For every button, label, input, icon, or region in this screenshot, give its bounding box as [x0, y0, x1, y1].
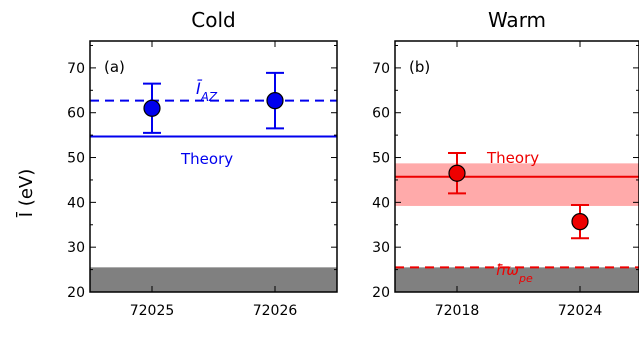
shaded-band	[90, 267, 337, 292]
y-tick-label: 50	[67, 151, 85, 167]
axes-frame	[394, 40, 639, 293]
y-tick-label: 50	[372, 151, 390, 167]
x-tick-label: 72024	[558, 303, 603, 319]
theory-uncertainty-band	[395, 163, 639, 206]
y-tick-label: 30	[372, 240, 390, 256]
label-theory: Theory	[180, 150, 233, 168]
x-tick-label: 72026	[253, 303, 298, 319]
axes-frame	[89, 40, 338, 293]
y-tick-label: 70	[372, 61, 390, 77]
shaded-band	[395, 267, 639, 292]
y-tick-label: 40	[67, 195, 85, 211]
data-point	[143, 99, 161, 117]
y-axis-label: Ī (eV)	[15, 169, 37, 217]
y-tick-label: 60	[67, 106, 85, 122]
y-tick-label: 70	[67, 61, 85, 77]
data-point	[448, 164, 466, 182]
y-tick-label: 20	[372, 285, 390, 301]
label-i-az: ĪAZ	[196, 79, 218, 104]
data-point	[571, 213, 589, 231]
panel-label: (a)	[104, 58, 125, 76]
panel-title: Warm	[488, 8, 546, 32]
panel-label: (b)	[409, 58, 430, 76]
y-tick-label: 40	[372, 195, 390, 211]
label-theory: Theory	[486, 149, 539, 167]
y-tick-label: 20	[67, 285, 85, 301]
y-tick-label: 60	[372, 106, 390, 122]
x-tick-label: 72025	[130, 303, 175, 319]
panel-title: Cold	[191, 8, 235, 32]
x-tick-label: 72018	[435, 303, 480, 319]
label-hbar-omega-pe: ħωpe	[496, 261, 533, 285]
y-tick-label: 30	[67, 240, 85, 256]
data-point	[266, 92, 284, 110]
